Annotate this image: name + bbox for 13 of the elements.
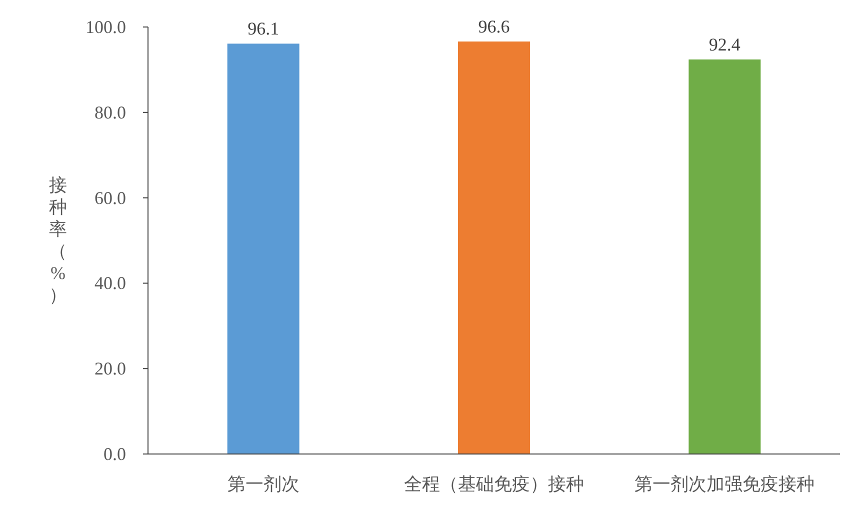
y-axis-title: 接种率（%） [49, 175, 67, 305]
y-tick-label: 40.0 [94, 273, 126, 294]
data-label: 92.4 [708, 34, 740, 54]
x-tick-label: 第一剂次加强免疫接种 [634, 474, 815, 494]
x-tick-label: 全程（基础免疫）接种 [404, 474, 584, 494]
y-tick-label: 60.0 [94, 188, 126, 208]
data-label: 96.1 [248, 18, 280, 39]
y-tick-label: 100.0 [86, 17, 126, 37]
x-tick-label: 第一剂次 [227, 474, 300, 494]
y-tick-label: 20.0 [94, 358, 126, 379]
y-tick-label: 0.0 [104, 444, 126, 464]
y-tick-label: 80.0 [94, 102, 126, 122]
data-label: 96.6 [478, 16, 510, 37]
